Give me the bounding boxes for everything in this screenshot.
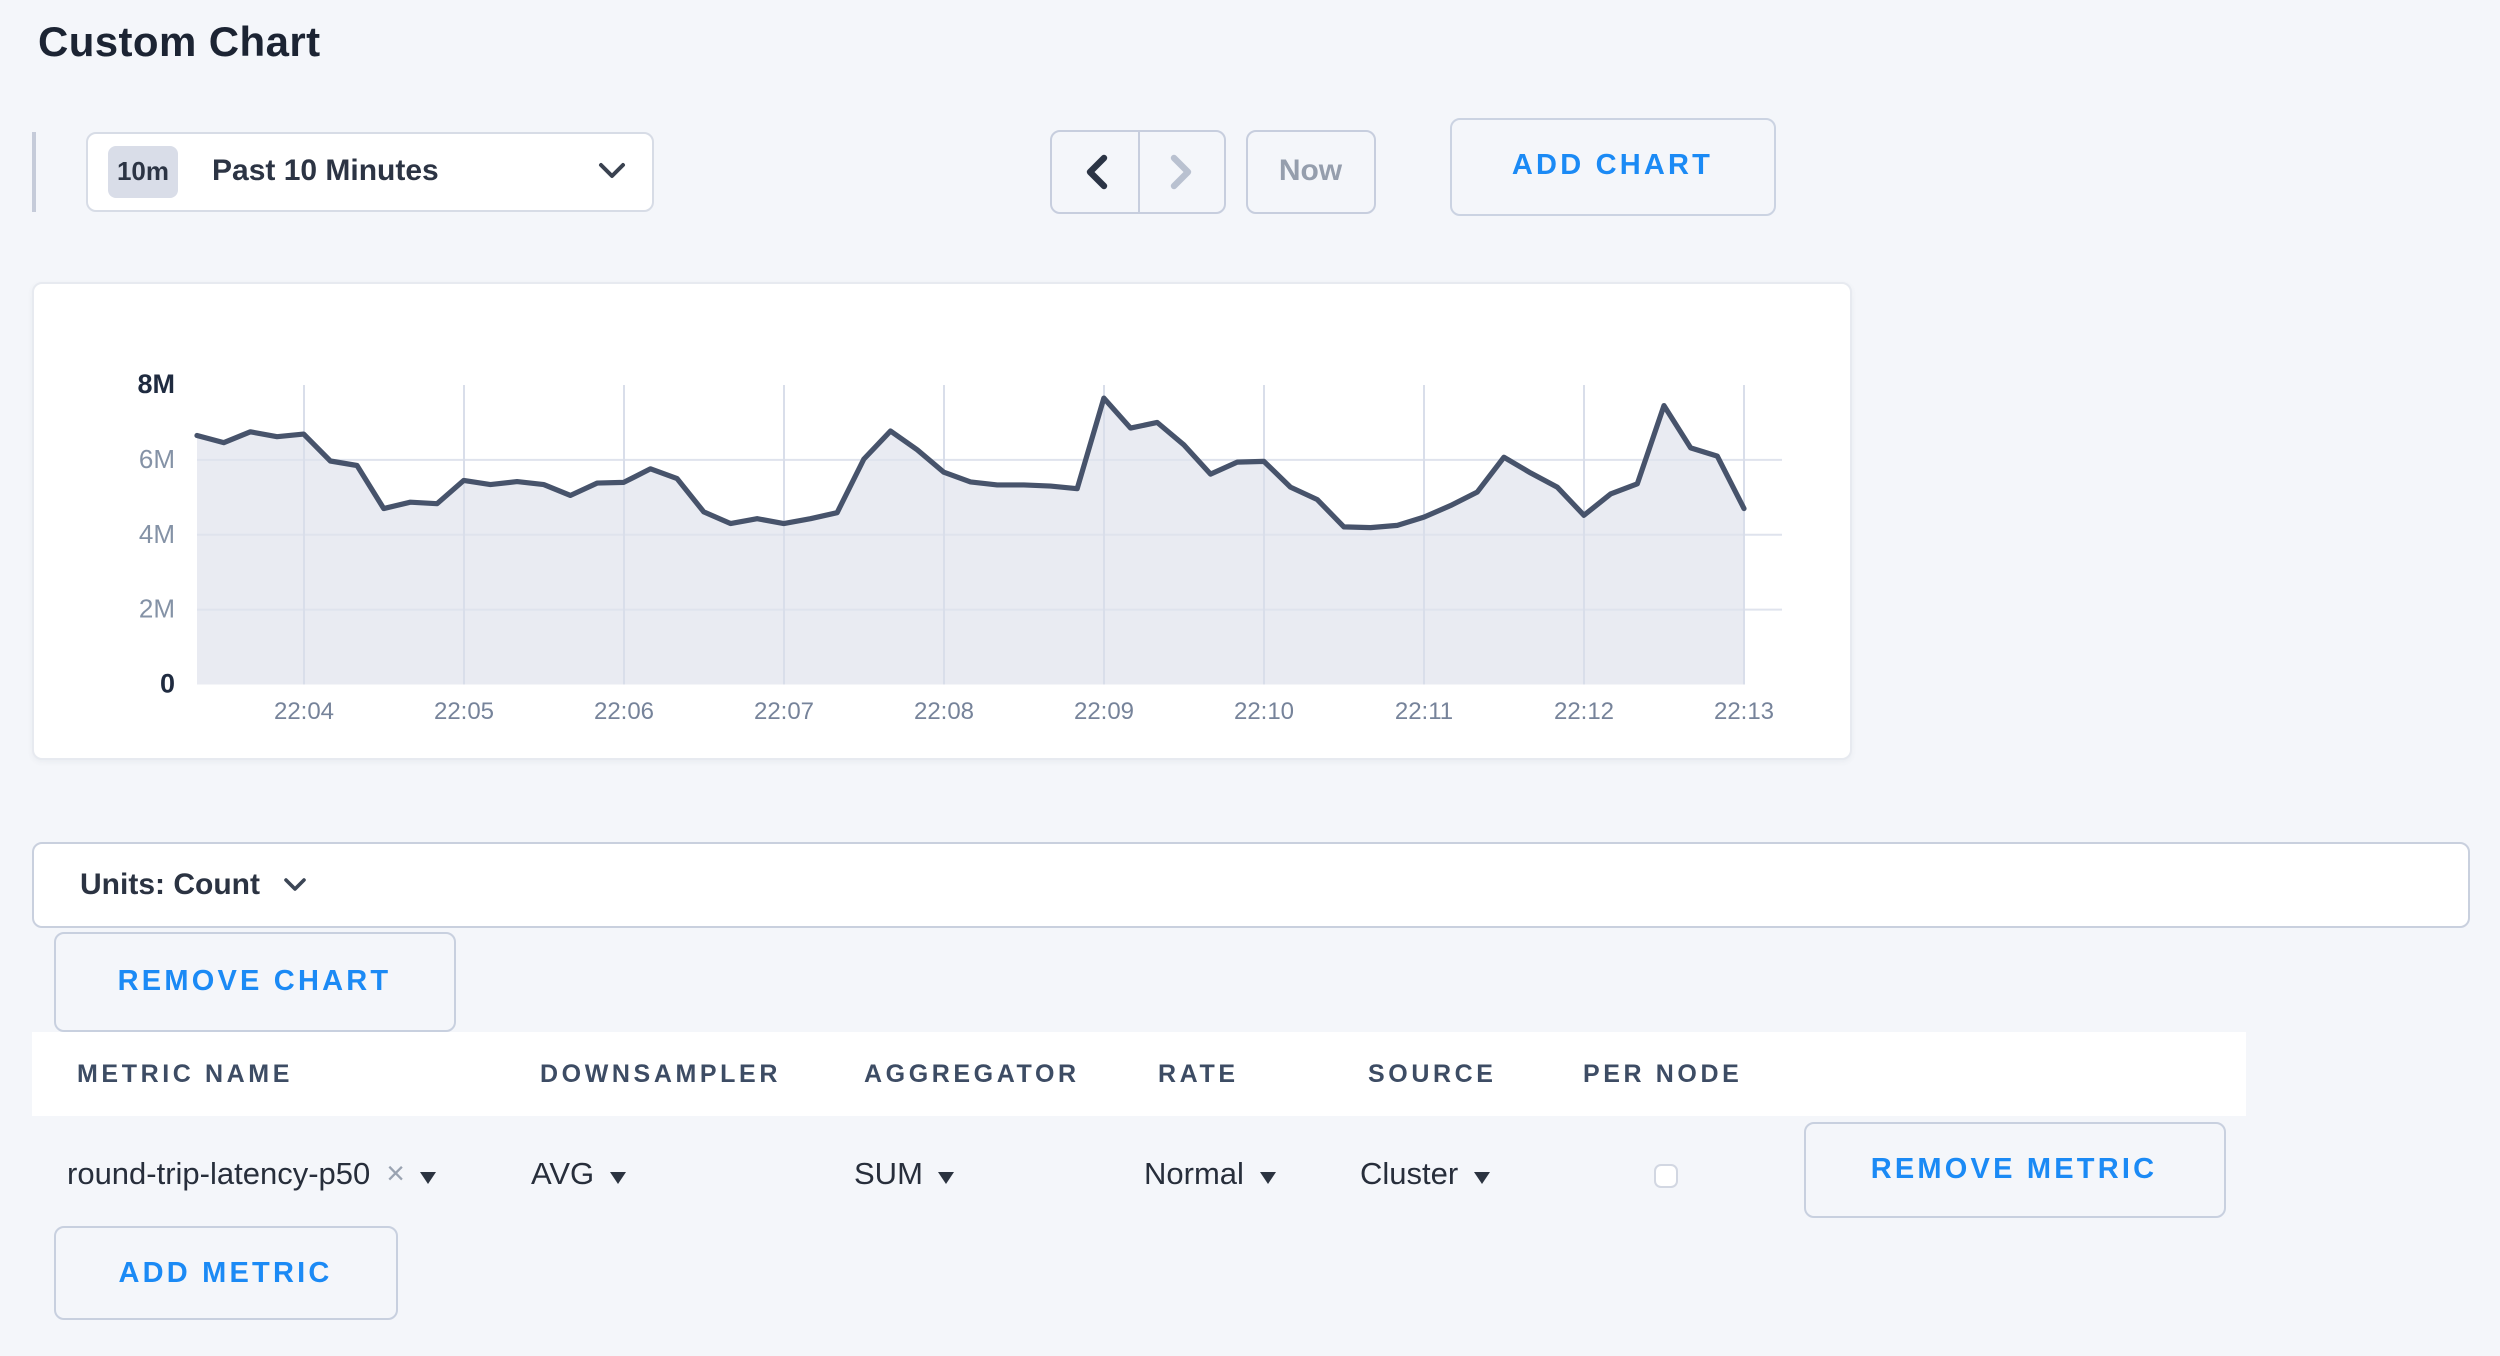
caret-down-icon — [610, 1172, 627, 1184]
metrics-table-header: METRIC NAME DOWNSAMPLER AGGREGATOR RATE … — [32, 1032, 2246, 1116]
time-range-label: Past 10 Minutes — [212, 154, 439, 188]
column-header-source: SOURCE — [1368, 1060, 1497, 1088]
x-axis-tick-label: 22:05 — [434, 697, 494, 724]
prev-time-button[interactable] — [1052, 132, 1138, 211]
next-time-button[interactable] — [1138, 132, 1224, 211]
chevron-right-icon — [1170, 154, 1192, 189]
time-range-badge: 10m — [108, 145, 178, 197]
x-axis-tick-label: 22:10 — [1234, 697, 1294, 724]
remove-metric-button[interactable]: REMOVE METRIC — [1803, 1122, 2225, 1218]
per-node-checkbox[interactable] — [1653, 1163, 1678, 1188]
x-axis-tick-label: 22:13 — [1714, 697, 1774, 724]
y-axis-tick-label: 6M — [139, 443, 175, 473]
caret-down-icon — [1259, 1172, 1276, 1184]
chevron-down-icon — [284, 877, 306, 891]
units-dropdown[interactable]: Units: Count — [32, 842, 2470, 927]
column-header-metric-name: METRIC NAME — [77, 1060, 293, 1088]
series-area — [197, 397, 1744, 684]
source-dropdown[interactable]: Cluster — [1360, 1140, 1491, 1212]
rate-dropdown[interactable]: Normal — [1144, 1140, 1276, 1212]
caret-down-icon — [938, 1172, 955, 1184]
timeseries-chart: 22:04 22:05 22:06 22:07 22:08 22:09 22:10 22:11… — [137, 368, 1782, 724]
aggregator-dropdown[interactable]: SUM — [854, 1140, 955, 1212]
series-line — [194, 394, 1747, 530]
aggregator-value: SUM — [854, 1158, 923, 1192]
rate-value: Normal — [1144, 1158, 1244, 1192]
chevron-left-icon — [1085, 154, 1107, 189]
column-header-rate: RATE — [1158, 1060, 1239, 1088]
caret-down-icon — [420, 1172, 437, 1184]
clear-metric-icon[interactable]: × — [386, 1158, 405, 1192]
column-header-downsampler: DOWNSAMPLER — [540, 1060, 781, 1088]
x-axis-tick-label: 22:11 — [1395, 697, 1453, 724]
page-title: Custom Chart — [38, 20, 321, 66]
now-button[interactable]: Now — [1246, 130, 1375, 213]
time-selector-accent — [32, 131, 36, 212]
x-axis-tick-label: 22:08 — [914, 697, 974, 724]
source-value: Cluster — [1360, 1158, 1459, 1192]
downsampler-value: AVG — [531, 1158, 595, 1192]
remove-chart-button[interactable]: REMOVE CHART — [54, 931, 455, 1032]
time-nav-group — [1050, 130, 1226, 213]
metric-name-value: round-trip-latency-p50 — [67, 1158, 371, 1192]
time-range-dropdown[interactable]: 10m Past 10 Minutes — [85, 131, 654, 211]
chart-card: 22:04 22:05 22:06 22:07 22:08 22:09 22:10 22:11… — [32, 281, 1851, 759]
caret-down-icon — [1474, 1172, 1491, 1184]
add-metric-button[interactable]: ADD METRIC — [54, 1226, 397, 1320]
add-chart-button[interactable]: ADD CHART — [1450, 118, 1775, 215]
chevron-down-icon — [599, 163, 625, 178]
x-axis-tick-label: 22:09 — [1074, 697, 1134, 724]
y-axis-tick-label: 8M — [137, 368, 175, 398]
x-axis-tick-label: 22:07 — [754, 697, 814, 724]
x-axis-tick-label: 22:04 — [274, 697, 334, 724]
y-axis-tick-label: 4M — [139, 518, 175, 548]
column-header-per-node: PER NODE — [1583, 1060, 1743, 1088]
column-header-aggregator: AGGREGATOR — [864, 1060, 1080, 1088]
x-axis-tick-label: 22:06 — [594, 697, 654, 724]
metric-name-dropdown[interactable]: round-trip-latency-p50 × — [67, 1140, 437, 1212]
y-axis-tick-label: 2M — [139, 593, 175, 623]
x-axis-tick-label: 22:12 — [1554, 697, 1614, 724]
downsampler-dropdown[interactable]: AVG — [531, 1140, 627, 1212]
units-label: Units: Count — [80, 867, 260, 902]
y-axis-tick-label: 0 — [160, 668, 175, 698]
